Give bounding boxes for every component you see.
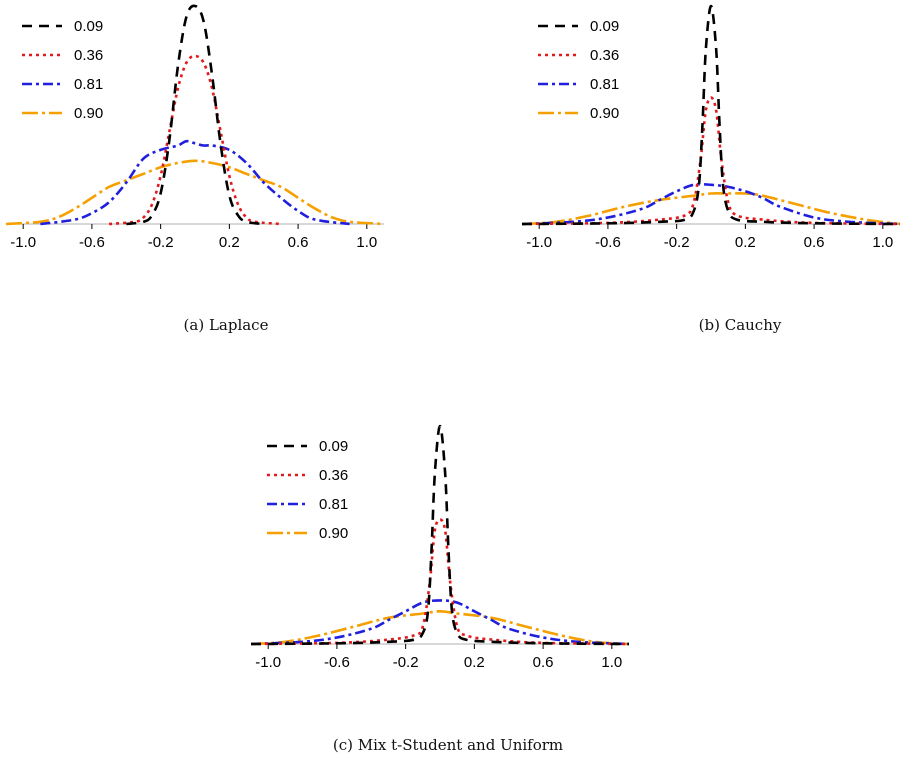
x-tick-label: -0.2 bbox=[393, 654, 419, 671]
legend-label: 0.36 bbox=[590, 47, 619, 64]
series-line-0-09 bbox=[521, 4, 901, 226]
legend-label: 0.90 bbox=[590, 105, 619, 122]
legend-label: 0.09 bbox=[319, 438, 348, 455]
chart-cauchy: -1.0 -0.6 -0.2 0.2 0.6 1.0 0.09 0.36 0.81 0.90 bbox=[521, 4, 901, 251]
series-line-0-90 bbox=[521, 192, 901, 226]
legend-label: 0.90 bbox=[319, 525, 348, 542]
legend-label: 0.36 bbox=[319, 467, 348, 484]
x-tick-label: -0.6 bbox=[324, 654, 350, 671]
series-line-0-81 bbox=[40, 139, 350, 226]
x-tick-label: -0.2 bbox=[148, 234, 174, 251]
chart-panel-laplace: -1.0 -0.6 -0.2 0.2 0.6 1.0 0.09 0.36 0.81 0.90 bbox=[0, 0, 400, 270]
x-tick-label: 0.2 bbox=[464, 654, 485, 671]
caption-cauchy: (b) Cauchy bbox=[698, 316, 782, 334]
caption-mix: (c) Mix t-Student and Uniform bbox=[332, 736, 564, 754]
caption-laplace: (a) Laplace bbox=[183, 316, 269, 334]
x-tick-label: 0.2 bbox=[219, 234, 240, 251]
x-tick-label: -1.0 bbox=[526, 234, 552, 251]
x-tick-label: 1.0 bbox=[601, 654, 622, 671]
legend-label: 0.81 bbox=[590, 76, 619, 93]
legend-label: 0.09 bbox=[74, 18, 103, 35]
series-line-0-36 bbox=[108, 54, 282, 226]
chart-mix: -1.0 -0.6 -0.2 0.2 0.6 1.0 0.09 0.36 0.81 0.90 bbox=[250, 424, 630, 671]
chart-panel-mix: -1.0 -0.6 -0.2 0.2 0.6 1.0 0.09 0.36 0.81 0.90 bbox=[245, 420, 645, 690]
series-line-0-81 bbox=[250, 599, 630, 646]
x-tick-label: -0.6 bbox=[79, 234, 105, 251]
x-tick-label: 1.0 bbox=[356, 234, 377, 251]
x-tick-label: -0.6 bbox=[595, 234, 621, 251]
chart-panel-cauchy: -1.0 -0.6 -0.2 0.2 0.6 1.0 0.09 0.36 0.81 0.90 bbox=[516, 0, 916, 270]
series-line-0-90 bbox=[5, 159, 385, 226]
series-line-0-81 bbox=[521, 182, 901, 226]
series-line-0-36 bbox=[521, 96, 901, 226]
x-tick-label: -1.0 bbox=[10, 234, 36, 251]
legend-label: 0.90 bbox=[74, 105, 103, 122]
legend-label: 0.09 bbox=[590, 18, 619, 35]
x-tick-label: -0.2 bbox=[664, 234, 690, 251]
legend-label: 0.36 bbox=[74, 47, 103, 64]
x-tick-label: 1.0 bbox=[872, 234, 893, 251]
x-tick-label: 0.6 bbox=[288, 234, 309, 251]
series-line-0-36 bbox=[250, 518, 630, 646]
legend-label: 0.81 bbox=[74, 76, 103, 93]
chart-laplace: -1.0 -0.6 -0.2 0.2 0.6 1.0 0.09 0.36 0.81 0.90 bbox=[5, 4, 385, 251]
x-tick-label: 0.6 bbox=[804, 234, 825, 251]
series-line-0-09 bbox=[126, 4, 264, 226]
series-line-0-90 bbox=[250, 609, 630, 646]
x-tick-label: 0.2 bbox=[735, 234, 756, 251]
series-line-0-09 bbox=[250, 424, 630, 646]
x-tick-label: -1.0 bbox=[255, 654, 281, 671]
x-tick-label: 0.6 bbox=[533, 654, 554, 671]
legend-label: 0.81 bbox=[319, 496, 348, 513]
